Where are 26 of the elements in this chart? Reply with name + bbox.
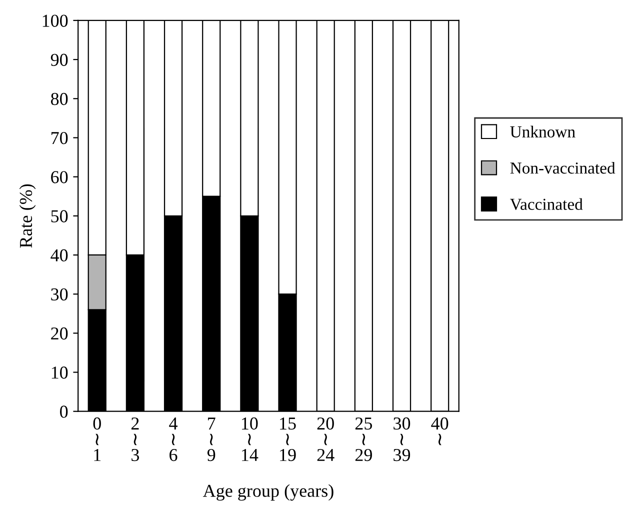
legend-label: Unknown <box>510 126 576 138</box>
y-tick-label: 70 <box>51 132 68 144</box>
x-tick-label: 25 ≀ 29 <box>355 417 372 462</box>
y-tick-label: 60 <box>51 171 68 184</box>
x-tick-label: 30 ≀ 39 <box>394 417 410 462</box>
x-tick-label: 2 ≀ 3 <box>131 417 140 462</box>
x-tick-label: 4 ≀ 6 <box>169 418 178 462</box>
y-tick-label: 30 <box>51 288 68 301</box>
legend-label: Vaccinated <box>510 198 583 210</box>
x-tick-label: 40 ≀ <box>431 417 448 446</box>
x-tick-label: 0 ≀ 1 <box>93 417 101 461</box>
y-axis-title: Rate (%) <box>19 184 36 248</box>
x-axis-title: Age group (years) <box>202 484 334 501</box>
y-tick-label: 40 <box>50 249 68 262</box>
y-tick-label: 50 <box>51 210 68 222</box>
x-tick-label: 20 ≀ 24 <box>317 417 334 461</box>
legend-label: Non-vaccinated <box>510 162 616 174</box>
y-tick-label: 20 <box>51 327 68 340</box>
x-tick-label: 15 ≀ 19 <box>280 418 296 462</box>
y-tick-label: 100 <box>42 14 68 27</box>
y-tick-label: 10 <box>52 366 68 379</box>
x-tick-label: 10 ≀ 14 <box>242 417 258 461</box>
x-tick-label: 7 ≀ 9 <box>207 418 216 462</box>
y-tick-label: 0 <box>60 406 68 418</box>
y-tick-label: 80 <box>50 92 68 106</box>
y-tick-label: 90 <box>50 54 68 66</box>
